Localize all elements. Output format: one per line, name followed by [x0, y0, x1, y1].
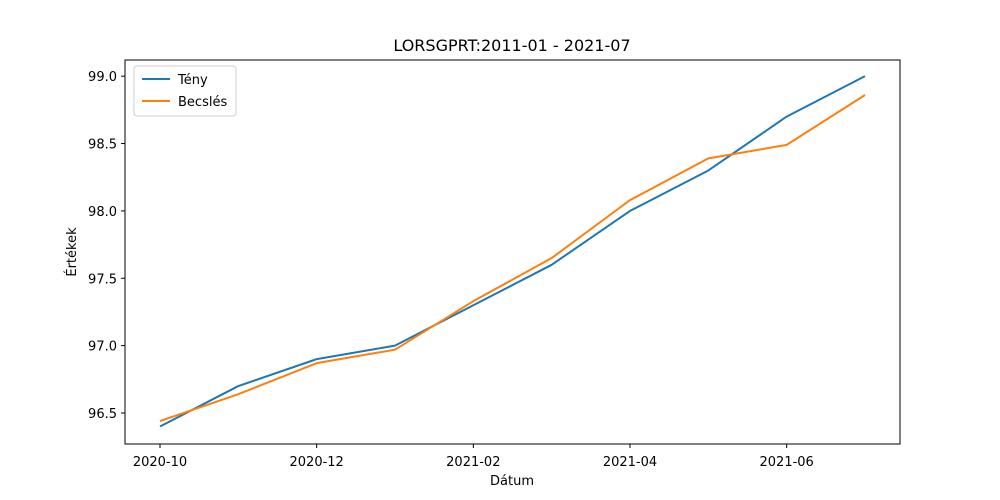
y-tick-label: 97.5 [88, 272, 117, 287]
legend: Tény Becslés [133, 65, 237, 117]
chart-title: LORSGPRT:2011-01 - 2021-07 [393, 36, 630, 55]
x-axis: 2020-10 2020-12 2021-02 2021-04 2021-06 [133, 444, 814, 470]
x-axis-title: Dátum [490, 474, 534, 489]
y-tick-label: 97.0 [88, 340, 117, 355]
series-layer [159, 75, 866, 428]
x-tick-label: 2021-02 [446, 455, 500, 470]
series-line-1 [159, 75, 866, 428]
y-axis: 96.5 97.0 97.5 98.0 98.5 99.0 [88, 70, 125, 422]
y-axis-title: Értékek [64, 227, 80, 277]
y-tick-label: 99.0 [88, 70, 117, 85]
x-tick-label: 2021-06 [760, 455, 814, 470]
plot-frame [124, 59, 901, 445]
legend-label: Tény [177, 73, 208, 88]
x-tick-label: 2020-10 [133, 455, 187, 470]
y-tick-label: 98.0 [88, 205, 117, 220]
x-tick-label: 2021-04 [603, 455, 657, 470]
x-tick-label: 2020-12 [290, 455, 344, 470]
legend-label: Becslés [178, 95, 227, 110]
y-tick-label: 98.5 [88, 138, 117, 153]
y-tick-label: 96.5 [88, 407, 117, 422]
series-line-2 [159, 94, 866, 423]
